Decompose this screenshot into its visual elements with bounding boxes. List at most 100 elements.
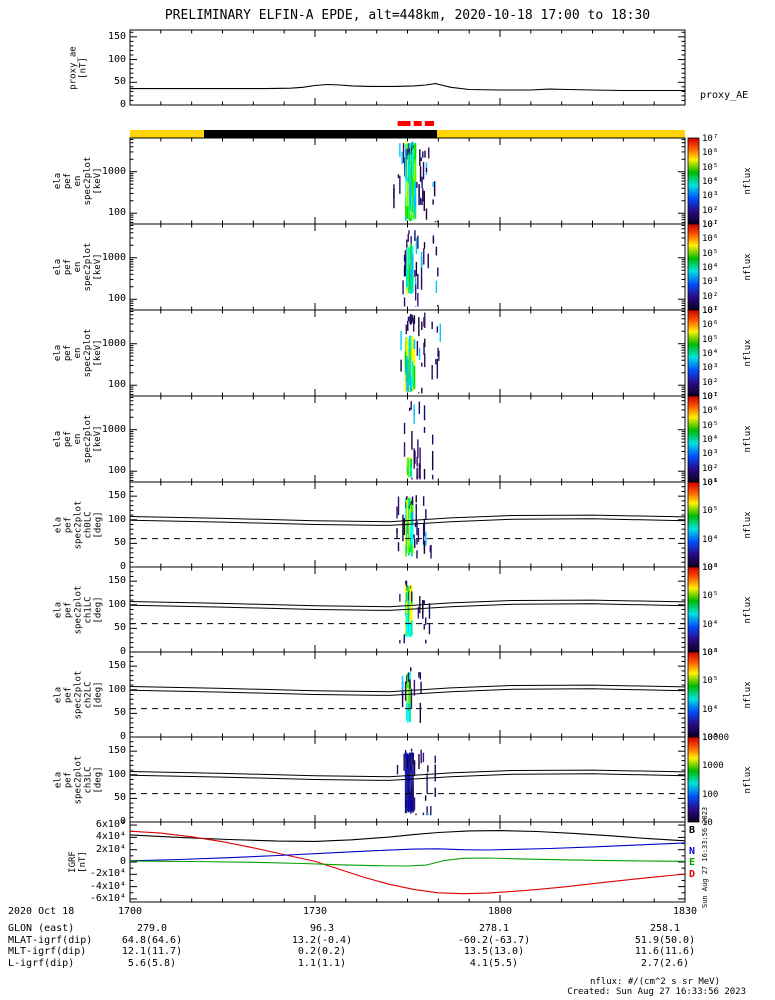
y-tick-label: 50 bbox=[113, 792, 126, 804]
series-line-N bbox=[129, 842, 686, 862]
colorbar-tick-label: 10⁵ bbox=[702, 506, 719, 517]
info-value: 11.6(11.6) bbox=[634, 946, 696, 957]
pitch-spectrogram-ch0-burst bbox=[396, 495, 432, 559]
burst-marker bbox=[397, 121, 411, 126]
pitch-spectrogram-ch2-burst bbox=[401, 667, 422, 723]
pitch-spectrogram-ch1-burst bbox=[399, 580, 431, 644]
colorbar-tick-label: 10⁶ bbox=[702, 148, 719, 159]
energy-spectrogram-1-burst bbox=[393, 141, 439, 223]
colorbar-tick-label: 10⁴ bbox=[702, 435, 719, 445]
info-value: 278.1 bbox=[478, 923, 510, 934]
flux-units-note: nflux: #/(cm^2 s sr MeV) bbox=[589, 977, 720, 987]
colorbar-tick-label: 10¹ bbox=[702, 478, 719, 488]
colorbar-tick-label: 10² bbox=[702, 377, 719, 388]
colorbar-tick-label: 10⁴ bbox=[702, 619, 719, 630]
series-line-proxy_AE bbox=[130, 83, 685, 92]
loss-cone-line bbox=[129, 769, 686, 778]
loss-cone-line bbox=[129, 688, 686, 696]
colorbar-title: nflux bbox=[743, 765, 753, 794]
loss-cone-line bbox=[129, 518, 686, 526]
y-tick-label: 0 bbox=[119, 646, 126, 657]
pitch-spectrogram-ch0-colorbar bbox=[687, 481, 700, 568]
series-label-B: B bbox=[689, 825, 696, 837]
info-row-label: L-igrf(dip) bbox=[8, 957, 75, 969]
colorbar-tick-label: 10³ bbox=[702, 191, 719, 202]
series-line-B bbox=[129, 830, 686, 842]
colorbar-tick-label: 10⁴ bbox=[702, 349, 719, 359]
colorbar-tick-label: 10⁴ bbox=[702, 534, 719, 545]
colorbar-title: nflux bbox=[743, 339, 753, 367]
series-label-D: D bbox=[689, 868, 696, 880]
colorbar-tick-label: 10² bbox=[702, 205, 719, 216]
info-value: 96.3 bbox=[309, 923, 335, 934]
y-tick-label: 50 bbox=[113, 707, 126, 719]
energy-spectrogram-1-colorbar bbox=[687, 137, 700, 225]
x-tick-label: 1700 bbox=[117, 906, 143, 917]
y-tick-label: -4x10⁴ bbox=[89, 880, 126, 892]
y-tick-label: 150 bbox=[107, 30, 126, 42]
y-tick-label: 100 bbox=[107, 53, 126, 65]
colorbar-tick-label: 10¹ bbox=[702, 306, 719, 316]
y-tick-label: -6x10⁴ bbox=[89, 892, 126, 904]
colorbar-tick-label: 10² bbox=[702, 463, 719, 474]
loss-cone-line bbox=[129, 773, 686, 781]
y-tick-label: 1000 bbox=[101, 251, 126, 263]
pitch-spectrogram-ch3-colorbar bbox=[687, 736, 700, 823]
colorbar-tick-label: 10⁶ bbox=[702, 234, 719, 245]
y-tick-label: 100 bbox=[107, 513, 126, 525]
info-value: 279.0 bbox=[136, 923, 168, 934]
colorbar-tick-label: 10000 bbox=[702, 733, 730, 743]
y-tick-label: 0 bbox=[119, 856, 126, 867]
series-line-D bbox=[129, 830, 686, 895]
colorbar-tick-label: 10² bbox=[702, 291, 719, 302]
x-axis-date-label: 2020 Oct 18 bbox=[8, 906, 75, 917]
colorbar-tick-label: 10³ bbox=[702, 733, 719, 743]
colorbar-tick-label: 10 bbox=[702, 818, 713, 828]
y-tick-label: 0 bbox=[119, 99, 126, 110]
y-tick-label: 100 bbox=[107, 768, 126, 780]
colorbar-tick-label: 10¹ bbox=[702, 392, 719, 402]
y-tick-label: 6x10⁴ bbox=[95, 819, 126, 831]
y-tick-label: 0 bbox=[119, 816, 126, 827]
plot-title: PRELIMINARY ELFIN-A EPDE, alt=448km, 202… bbox=[164, 8, 651, 23]
y-tick-label: 50 bbox=[113, 622, 126, 634]
energy-spectrogram-3-colorbar bbox=[687, 309, 700, 397]
energy-spectrogram-4-colorbar bbox=[687, 395, 700, 483]
colorbar-title: nflux bbox=[743, 167, 753, 195]
loss-cone-line bbox=[129, 514, 686, 523]
colorbar-tick-label: 10⁵ bbox=[702, 248, 719, 259]
colorbar-tick-label: 10⁶ bbox=[702, 563, 719, 573]
y-tick-label: 4x10⁴ bbox=[95, 831, 126, 843]
colorbar-tick-label: 10⁷ bbox=[702, 392, 719, 402]
colorbar-tick-label: 1000 bbox=[702, 761, 724, 772]
pitch-spectrogram-ch2-colorbar bbox=[687, 651, 700, 738]
colorbar-tick-label: 10⁶ bbox=[702, 406, 719, 417]
colorbar-tick-label: 10⁴ bbox=[702, 177, 719, 187]
info-row-label: MLT-igrf(dip) bbox=[8, 946, 87, 957]
y-tick-label: 100 bbox=[107, 465, 126, 477]
y-tick-label: 150 bbox=[107, 745, 126, 757]
x-tick-label: 1800 bbox=[487, 906, 513, 917]
y-tick-label: 1000 bbox=[101, 337, 126, 349]
y-tick-label: 100 bbox=[107, 207, 126, 219]
colorbar-tick-label: 10⁵ bbox=[702, 162, 719, 173]
series-label-N: N bbox=[689, 845, 696, 857]
info-value: 5.6(5.8) bbox=[127, 957, 177, 969]
y-tick-label: 100 bbox=[107, 293, 126, 305]
energy-spectrogram-3-burst bbox=[400, 312, 442, 394]
colorbar-tick-label: 10¹ bbox=[702, 220, 719, 230]
info-value: 13.2(-0.4) bbox=[291, 934, 353, 946]
colorbar-title: nflux bbox=[743, 595, 753, 624]
y-tick-label: -2x10⁴ bbox=[89, 868, 126, 880]
y-tick-label: 0 bbox=[119, 561, 126, 572]
energy-spectrogram-2-colorbar bbox=[687, 223, 700, 311]
y-tick-label: 100 bbox=[107, 379, 126, 391]
created-note: Created: Sun Aug 27 16:33:56 2023 bbox=[567, 987, 746, 997]
colorbar-title: nflux bbox=[743, 680, 753, 709]
colorbar-tick-label: 10⁵ bbox=[702, 334, 719, 345]
colorbar-tick-label: 10⁶ bbox=[702, 648, 719, 658]
pitch-spectrogram-ch3-burst bbox=[396, 748, 436, 816]
y-tick-label: 150 bbox=[107, 575, 126, 587]
